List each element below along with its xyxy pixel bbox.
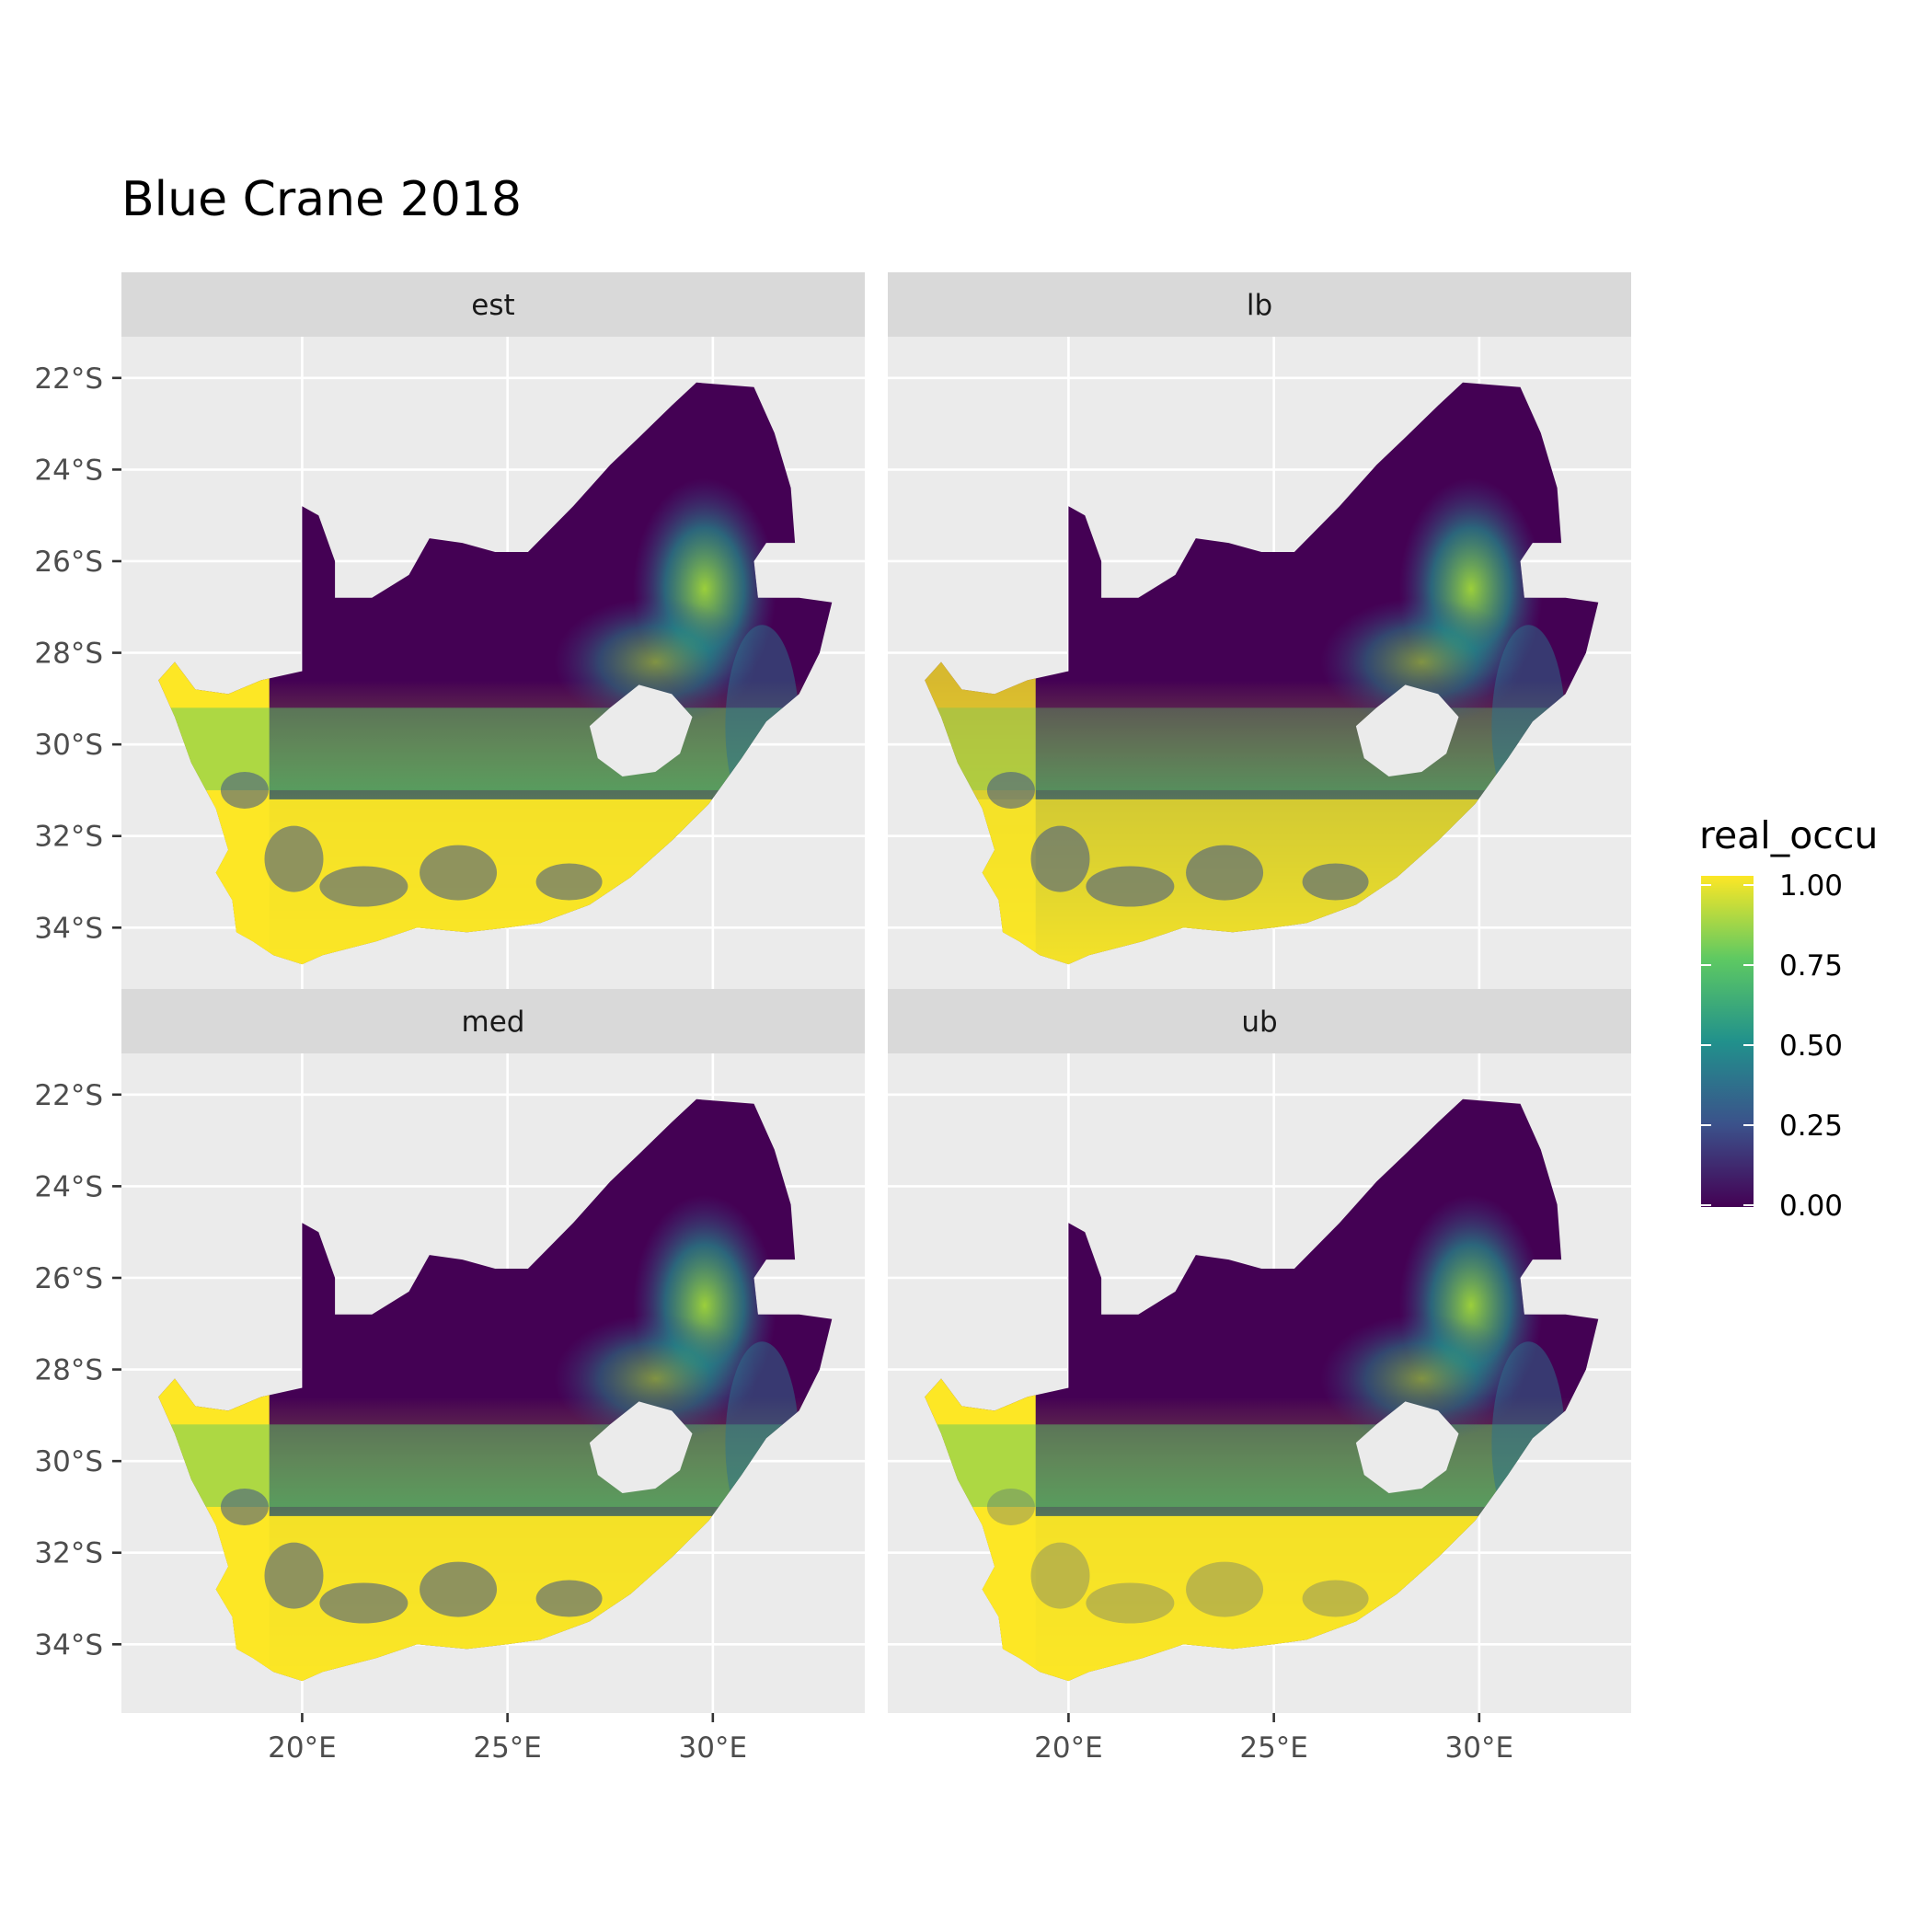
y-tick-label: 34°S	[34, 912, 103, 945]
x-tick-label: 30°E	[1445, 1731, 1514, 1765]
legend-label: 0.25	[1779, 1110, 1843, 1143]
y-tick-label: 30°S	[34, 1445, 103, 1478]
y-tick-label: 32°S	[34, 821, 103, 854]
y-tick-label: 34°S	[34, 1628, 103, 1662]
legend-ticks: 1.00 0.75 0.50 0.25 0.00	[1701, 869, 1843, 1223]
lesotho-no-data	[589, 1401, 693, 1493]
legend: real_occu 1.00 0.75 0.50 0.25 0.00	[1699, 813, 1878, 1223]
legend-label: 1.00	[1779, 869, 1843, 903]
facet-label: ub	[1241, 1006, 1277, 1039]
legend-colorbar	[1701, 876, 1754, 1207]
y-tick-label: 26°S	[34, 546, 103, 579]
facet-label: med	[462, 1006, 525, 1039]
x-axis-ticks: 20°E 25°E 30°E 20°E 25°E 30°E	[268, 1713, 1513, 1765]
x-tick-label: 20°E	[1034, 1731, 1103, 1765]
facet-panel-lb: lb	[888, 272, 1631, 996]
facet-panel-ub: ub	[888, 989, 1631, 1713]
facet-panel-med: med	[121, 989, 865, 1713]
y-tick-label: 28°S	[34, 638, 103, 671]
legend-label: 0.00	[1779, 1190, 1843, 1223]
legend-label: 0.50	[1779, 1029, 1843, 1063]
y-tick-label: 30°S	[34, 729, 103, 762]
legend-label: 0.75	[1779, 949, 1843, 983]
x-tick-label: 30°E	[679, 1731, 748, 1765]
facet-strip	[121, 272, 865, 337]
plot-title: Blue Crane 2018	[121, 172, 522, 227]
facet-strip	[888, 989, 1631, 1053]
y-axis-ticks: 22°S 24°S 26°S 28°S 30°S 32°S 34°S 22°S 24°S 26°S…	[34, 362, 121, 1662]
legend-title: real_occu	[1699, 813, 1878, 857]
y-tick-label: 28°S	[34, 1354, 103, 1387]
y-tick-label: 22°S	[34, 1079, 103, 1112]
y-tick-label: 32°S	[34, 1537, 103, 1570]
panels: est lb med ub	[121, 272, 1631, 1713]
x-tick-label: 20°E	[268, 1731, 337, 1765]
facet-label: lb	[1247, 289, 1272, 322]
y-tick-label: 26°S	[34, 1262, 103, 1295]
lesotho-no-data	[589, 684, 693, 776]
lesotho-no-data	[1355, 1401, 1459, 1493]
facet-strip	[121, 989, 865, 1053]
lesotho-no-data	[1355, 684, 1459, 776]
y-tick-label: 24°S	[34, 454, 103, 487]
x-tick-label: 25°E	[473, 1731, 542, 1765]
y-tick-label: 22°S	[34, 362, 103, 396]
facet-label: est	[471, 289, 514, 322]
y-tick-label: 24°S	[34, 1170, 103, 1203]
facet-strip	[888, 272, 1631, 337]
x-tick-label: 25°E	[1239, 1731, 1308, 1765]
facet-panel-est: est	[121, 272, 865, 996]
